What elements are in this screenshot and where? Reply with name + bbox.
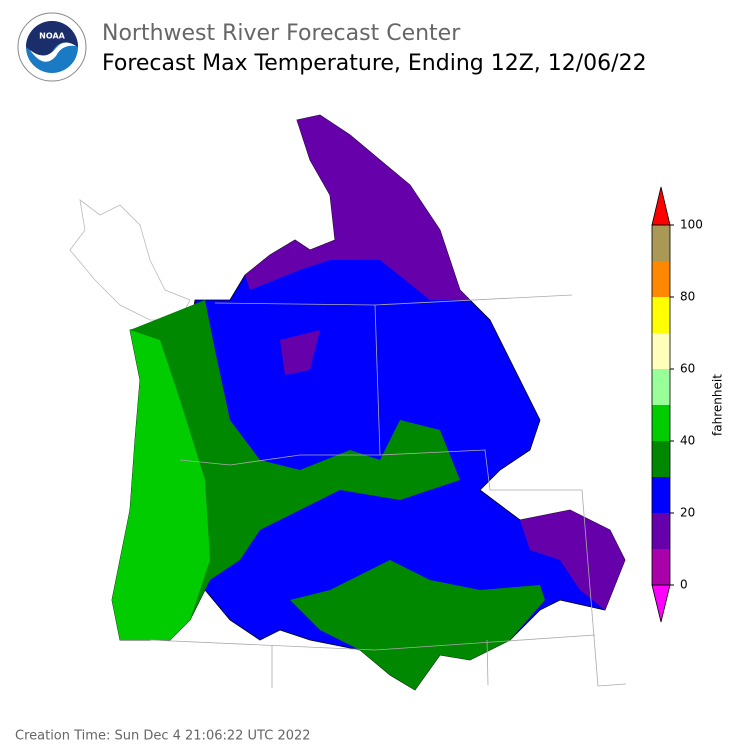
colorbar-bin bbox=[652, 369, 670, 405]
colorbar-tick-label: 40 bbox=[680, 434, 695, 448]
colorbar-bin bbox=[652, 513, 670, 549]
colorbar-tick-label: 100 bbox=[680, 218, 703, 232]
colorbar-bin bbox=[652, 225, 670, 261]
colorbar-tick-label: 20 bbox=[680, 506, 695, 520]
colorbar-frame bbox=[651, 224, 671, 586]
map-title: Forecast Max Temperature, Ending 12Z, 12… bbox=[102, 51, 647, 76]
colorbar-tick-label: 80 bbox=[680, 290, 695, 304]
colorbar-tick-label: 0 bbox=[680, 578, 688, 592]
noaa-logo: NOAA bbox=[17, 12, 87, 82]
colorbar: 0 20 40 60 80 100 bbox=[651, 186, 703, 623]
colorbar-bin bbox=[652, 261, 670, 297]
colorbar-bin bbox=[652, 405, 670, 441]
creation-time: Creation Time: Sun Dec 4 21:06:22 UTC 20… bbox=[15, 729, 311, 744]
colorbar-bin bbox=[652, 477, 670, 513]
colorbar-bin bbox=[652, 297, 670, 333]
colorbar-bin bbox=[652, 441, 670, 477]
colorbar-bin bbox=[652, 333, 670, 369]
colorbar-over-arrow bbox=[651, 186, 671, 226]
colorbar-tick-label: 60 bbox=[680, 362, 695, 376]
colorbar-label: fahrenheit bbox=[711, 374, 725, 436]
svg-text:NOAA: NOAA bbox=[39, 32, 65, 41]
colorbar-bin bbox=[652, 549, 670, 585]
map bbox=[69, 114, 627, 691]
colorbar-under-arrow bbox=[651, 584, 671, 623]
org-name: Northwest River Forecast Center bbox=[102, 21, 461, 46]
